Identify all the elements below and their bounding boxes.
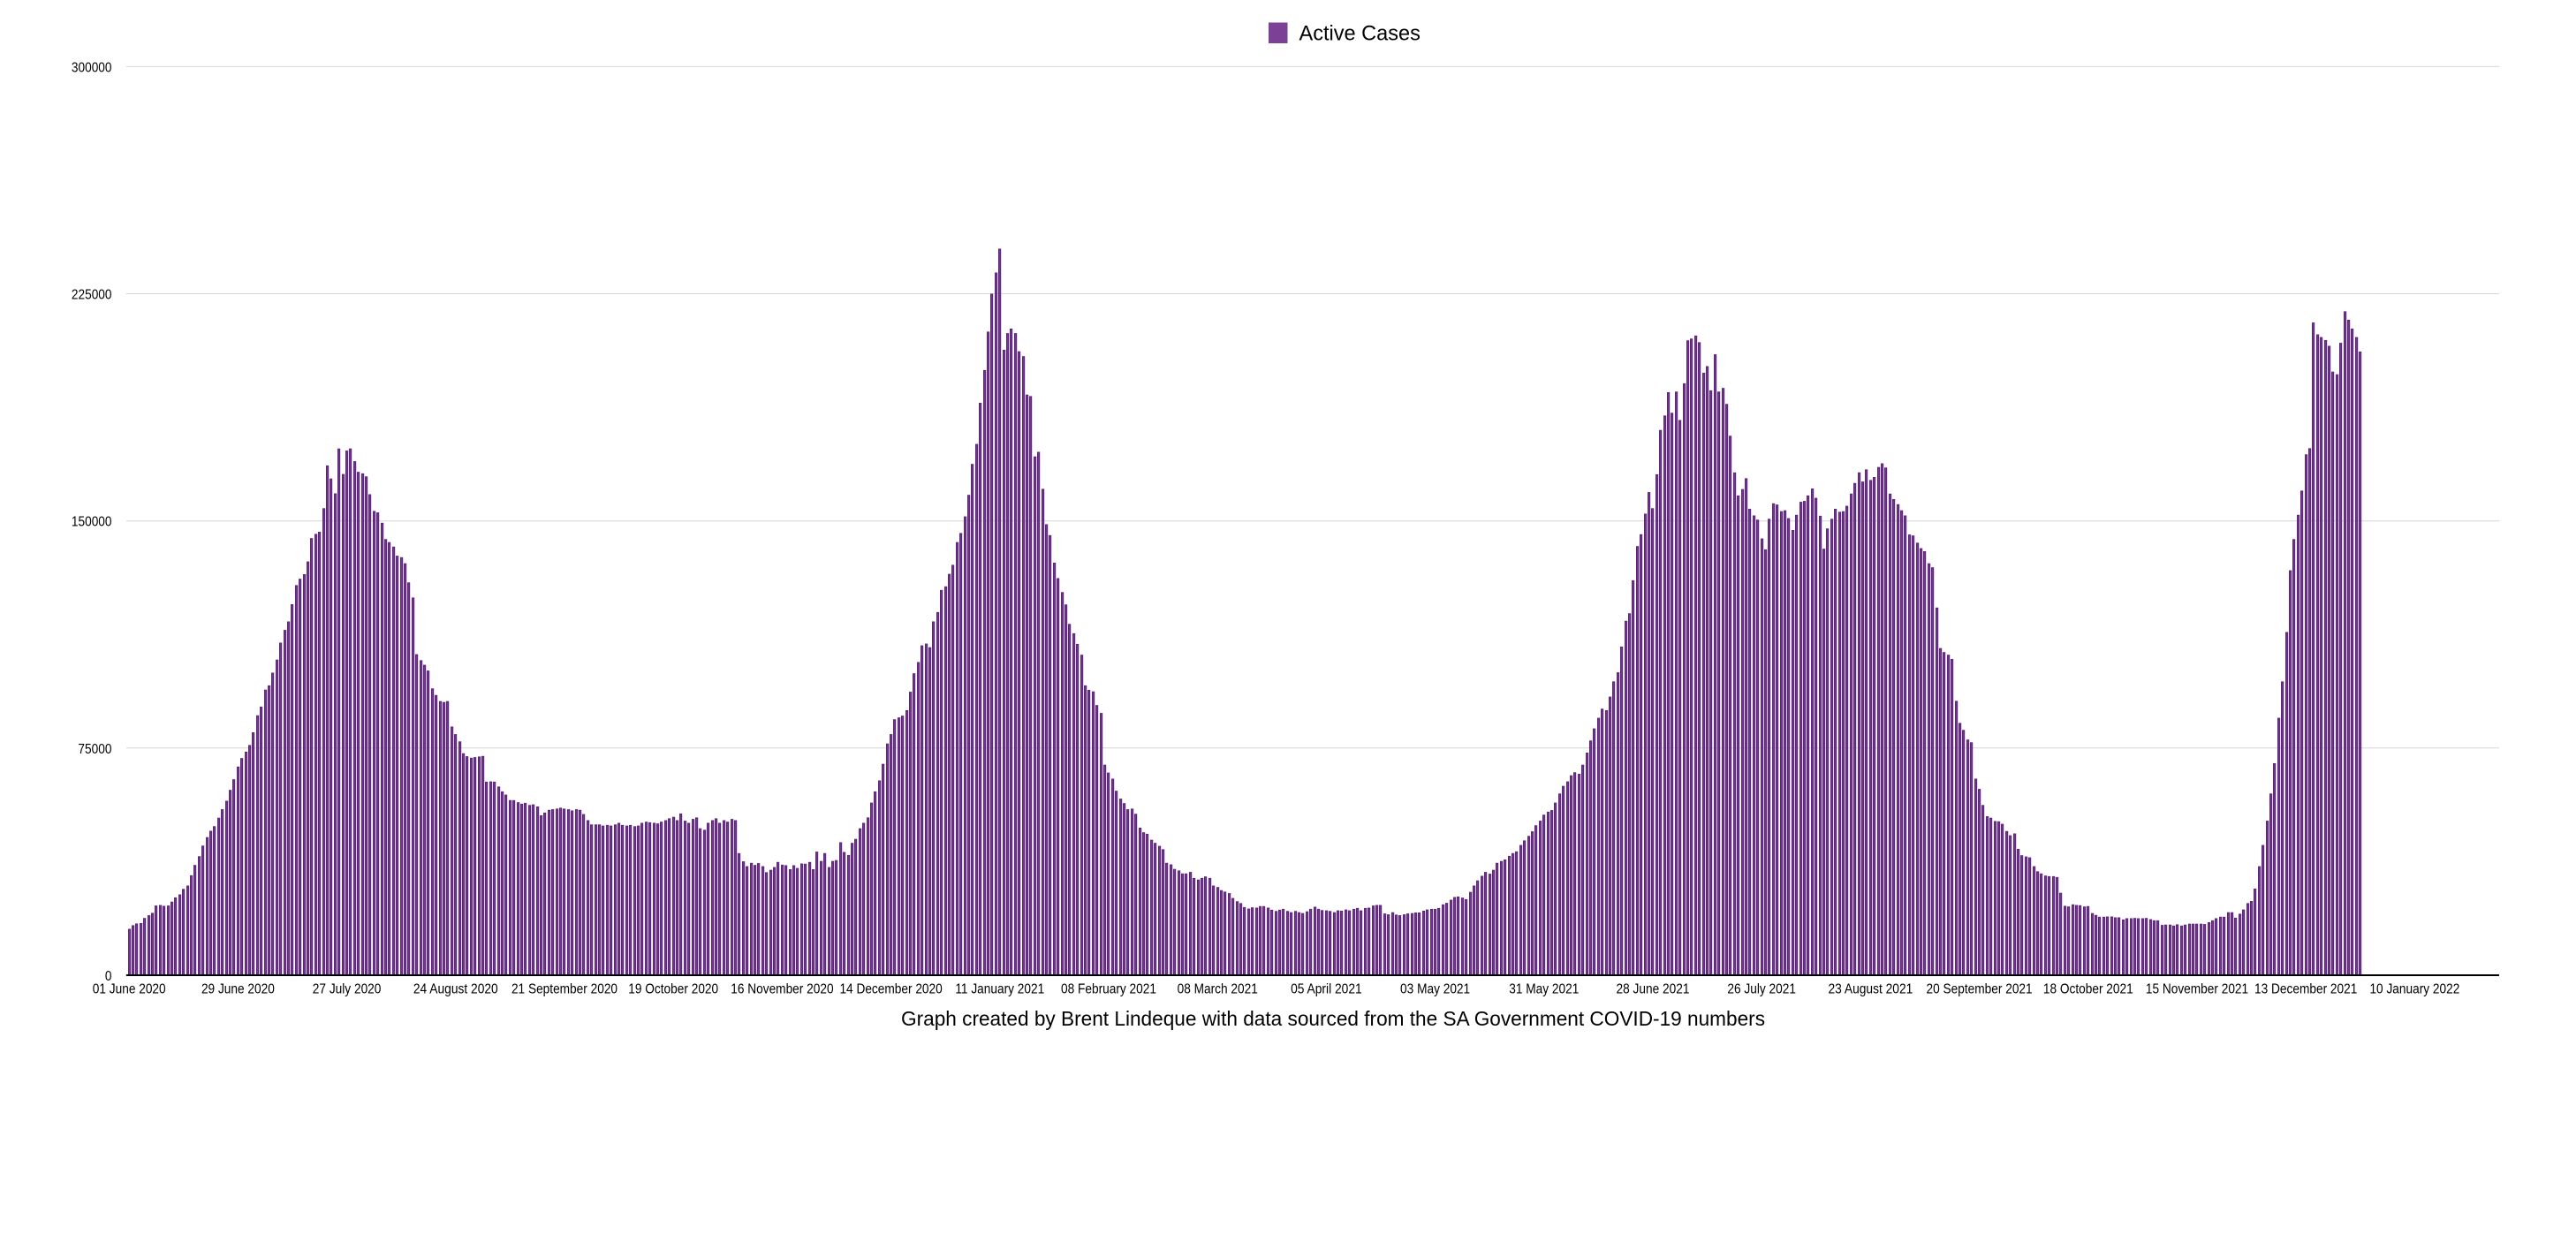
- svg-text:29 June 2020: 29 June 2020: [201, 981, 275, 996]
- svg-text:31 May 2021: 31 May 2021: [1509, 981, 1579, 996]
- svg-text:16 November 2020: 16 November 2020: [731, 981, 833, 996]
- svg-text:18 October 2021: 18 October 2021: [2043, 981, 2133, 996]
- svg-text:23 August 2021: 23 August 2021: [1829, 981, 1913, 996]
- svg-text:08 February 2021: 08 February 2021: [1061, 981, 1156, 996]
- svg-text:150000: 150000: [72, 515, 112, 530]
- svg-text:75000: 75000: [78, 742, 111, 757]
- svg-text:300000: 300000: [72, 60, 112, 75]
- svg-text:0: 0: [105, 969, 112, 984]
- svg-text:21 September 2020: 21 September 2020: [511, 981, 617, 996]
- svg-text:13 December 2021: 13 December 2021: [2254, 981, 2357, 996]
- svg-text:Graph created by Brent Lindequ: Graph created by Brent Lindeque with dat…: [901, 1007, 1765, 1030]
- svg-text:14 December 2020: 14 December 2020: [839, 981, 942, 996]
- svg-text:27 July 2020: 27 July 2020: [313, 981, 382, 996]
- svg-text:20 September 2021: 20 September 2021: [1927, 981, 2033, 996]
- svg-text:15 November 2021: 15 November 2021: [2146, 981, 2248, 996]
- svg-text:26 July 2021: 26 July 2021: [1727, 981, 1796, 996]
- svg-text:24 August 2020: 24 August 2020: [413, 981, 498, 996]
- svg-text:08 March 2021: 08 March 2021: [1178, 981, 1258, 996]
- svg-text:10 January 2022: 10 January 2022: [2369, 981, 2459, 996]
- svg-text:19 October 2020: 19 October 2020: [628, 981, 718, 996]
- svg-text:11 January 2021: 11 January 2021: [955, 981, 1044, 996]
- svg-text:225000: 225000: [72, 288, 112, 303]
- svg-text:03 May 2021: 03 May 2021: [1400, 981, 1470, 996]
- svg-text:01 June 2020: 01 June 2020: [93, 981, 166, 996]
- svg-text:05 April 2021: 05 April 2021: [1291, 981, 1362, 996]
- svg-text:Active Cases: Active Cases: [1299, 21, 1421, 45]
- svg-text:28 June 2021: 28 June 2021: [1617, 981, 1690, 996]
